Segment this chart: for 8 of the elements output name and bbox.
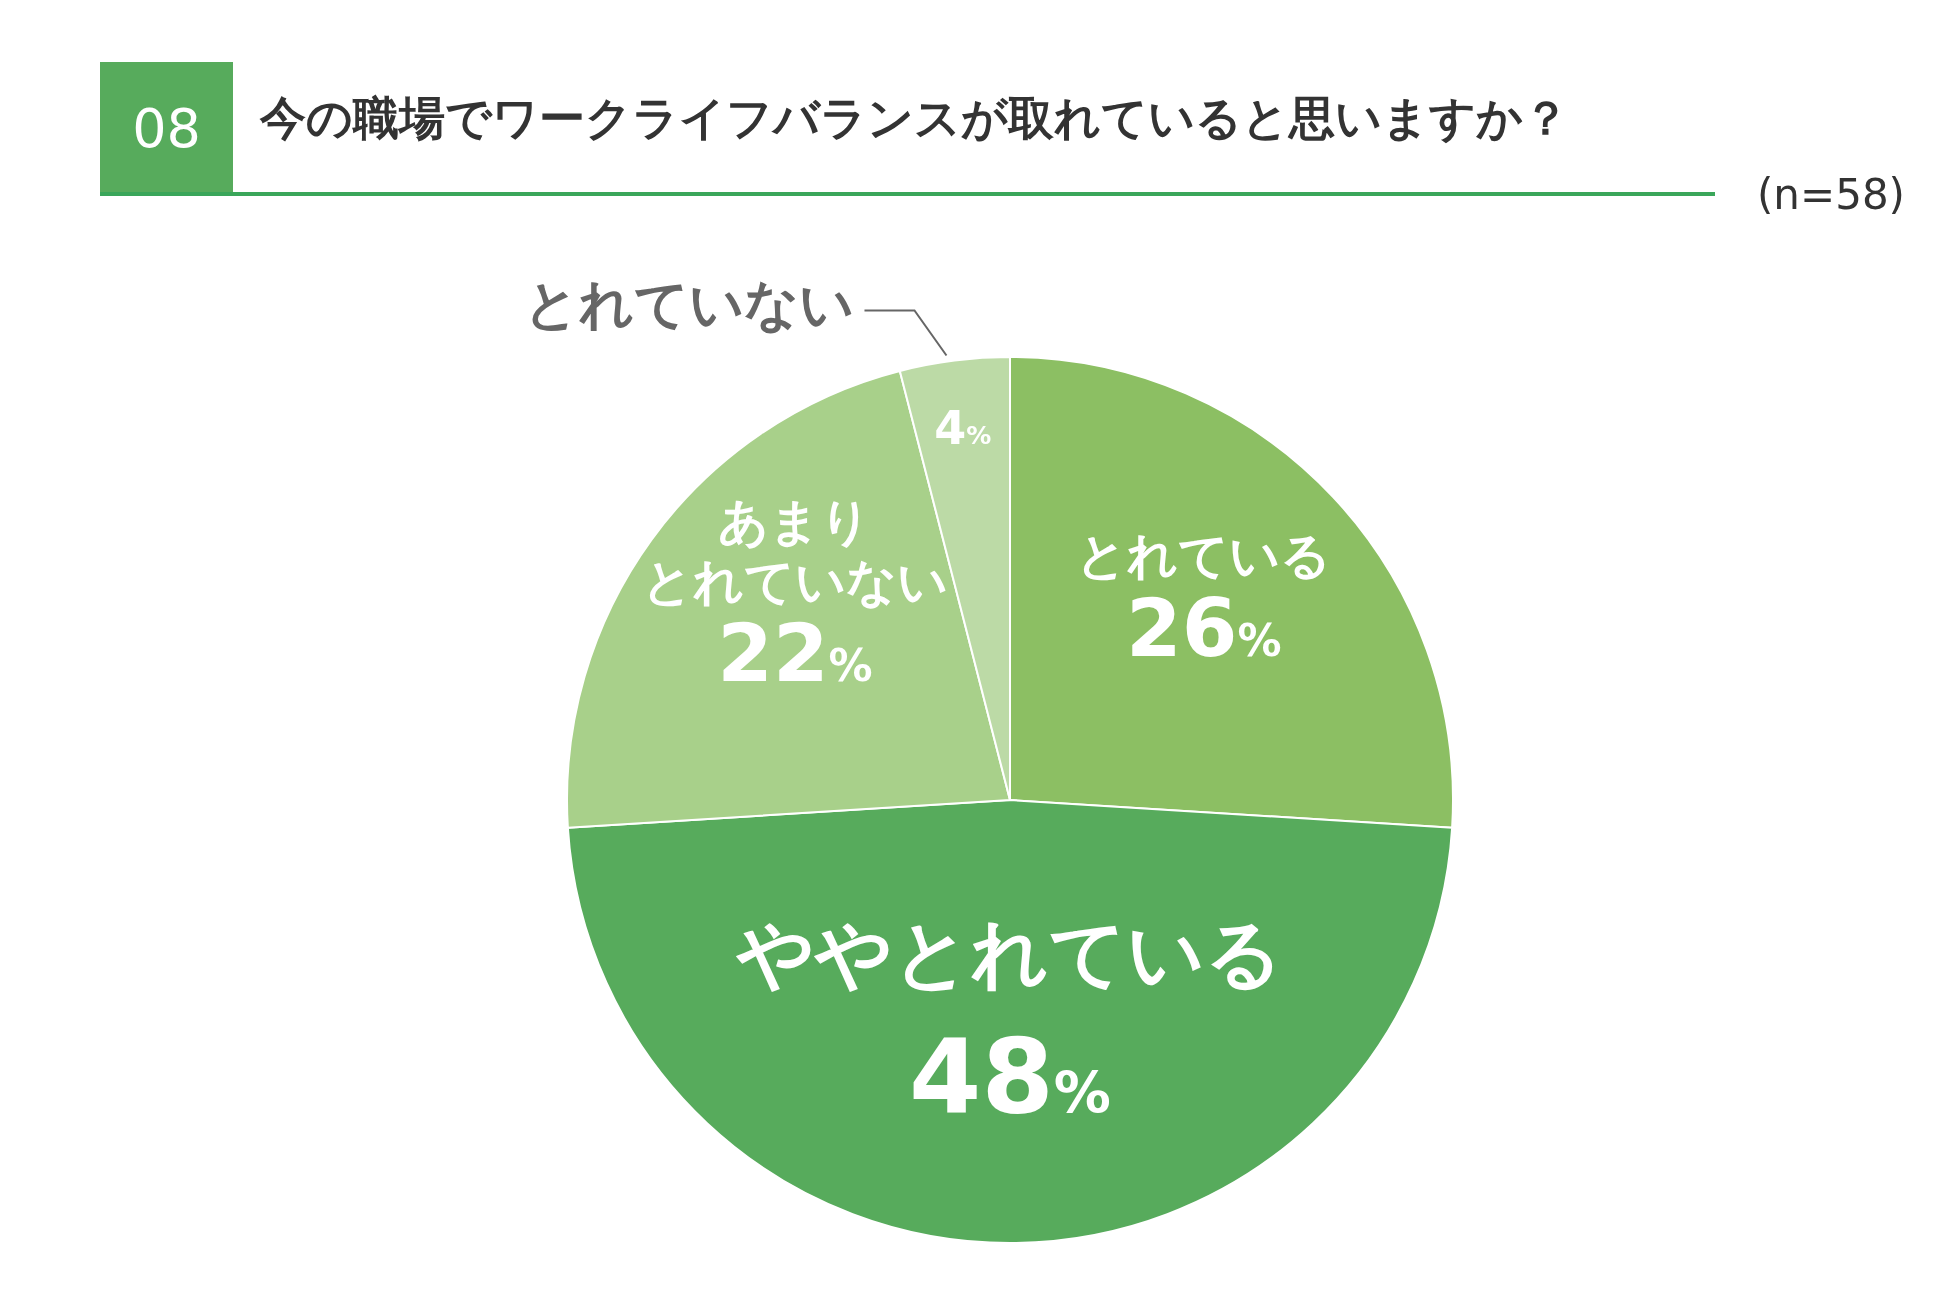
- text: (n=58): [1756, 170, 1905, 219]
- data-label: 48%: [909, 1015, 1111, 1138]
- text: 08: [100, 62, 233, 195]
- data-label: 4%: [934, 401, 992, 456]
- slice-label: とれていない: [524, 272, 855, 336]
- chart-title: 今の職場でワークライフバランスが取れていると思いますか？: [260, 90, 1569, 147]
- slice-label: ややとれている: [735, 908, 1283, 998]
- slice-label: あまりとれていない: [641, 492, 948, 611]
